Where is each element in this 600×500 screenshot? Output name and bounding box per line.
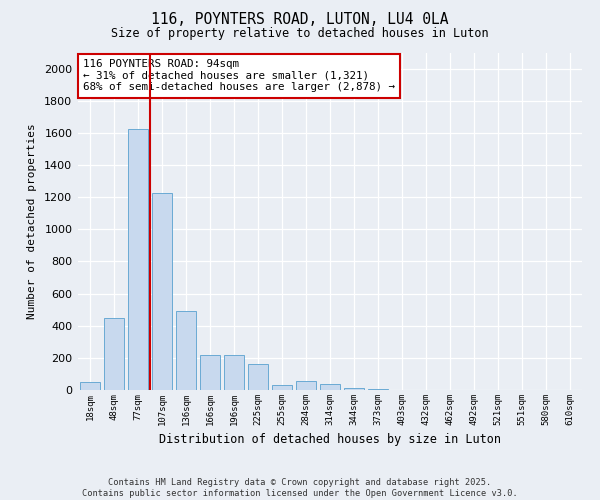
Text: Contains HM Land Registry data © Crown copyright and database right 2025.
Contai: Contains HM Land Registry data © Crown c… [82, 478, 518, 498]
Text: Size of property relative to detached houses in Luton: Size of property relative to detached ho… [111, 28, 489, 40]
Text: 116 POYNTERS ROAD: 94sqm
← 31% of detached houses are smaller (1,321)
68% of sem: 116 POYNTERS ROAD: 94sqm ← 31% of detach… [83, 59, 395, 92]
Bar [152, 193, 172, 390]
Bar [320, 384, 340, 390]
Bar [272, 385, 292, 390]
Bar [224, 356, 244, 390]
X-axis label: Distribution of detached houses by size in Luton: Distribution of detached houses by size … [159, 434, 501, 446]
Text: 116, POYNTERS ROAD, LUTON, LU4 0LA: 116, POYNTERS ROAD, LUTON, LU4 0LA [151, 12, 449, 28]
Bar [128, 129, 148, 390]
Bar [344, 388, 364, 390]
Bar [296, 381, 316, 390]
Bar [200, 354, 220, 390]
Y-axis label: Number of detached properties: Number of detached properties [28, 124, 37, 319]
Bar [176, 311, 196, 390]
Bar [80, 382, 100, 390]
Bar [104, 318, 124, 390]
Bar [248, 364, 268, 390]
Bar [368, 389, 388, 390]
